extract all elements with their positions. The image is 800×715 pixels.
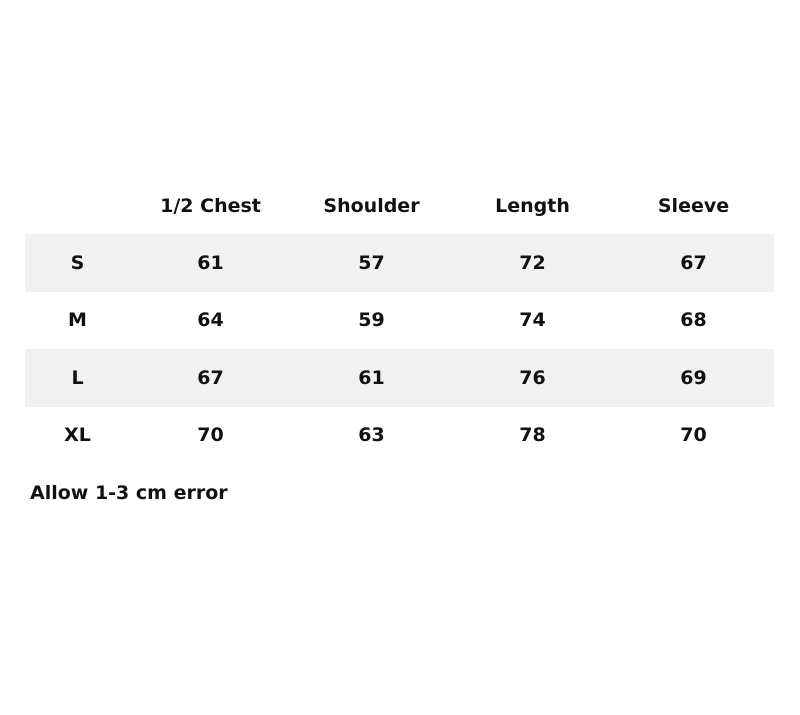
error-note: Allow 1-3 cm error bbox=[30, 482, 228, 504]
table-cell: 70 bbox=[197, 424, 224, 447]
table-cell: 78 bbox=[519, 424, 546, 447]
table-cell: 69 bbox=[680, 366, 707, 389]
size-label: S bbox=[70, 251, 85, 274]
table-row: S 61 57 72 67 bbox=[25, 234, 774, 292]
size-label: L bbox=[71, 366, 84, 389]
table-cell: 63 bbox=[358, 424, 385, 447]
table-row: L 67 61 76 69 bbox=[25, 349, 774, 407]
table-cell: 74 bbox=[519, 309, 546, 332]
size-label: XL bbox=[64, 424, 91, 447]
table-header-row: 1/2 Chest Shoulder Length Sleeve bbox=[25, 178, 774, 234]
size-chart-table: 1/2 Chest Shoulder Length Sleeve S 61 57… bbox=[25, 178, 774, 464]
table-cell: 67 bbox=[197, 366, 224, 389]
table-row: XL 70 63 78 70 bbox=[25, 407, 774, 465]
table-cell: 64 bbox=[197, 309, 224, 332]
header-cell: 1/2 Chest bbox=[160, 195, 261, 217]
header-cell: Sleeve bbox=[657, 195, 730, 217]
table-cell: 76 bbox=[519, 366, 546, 389]
table-cell: 70 bbox=[680, 424, 707, 447]
header-cell: Length bbox=[495, 195, 570, 217]
size-label: M bbox=[68, 309, 87, 332]
header-cell: Shoulder bbox=[323, 195, 420, 217]
table-cell: 57 bbox=[358, 251, 385, 274]
table-cell: 68 bbox=[680, 309, 707, 332]
table-cell: 72 bbox=[519, 251, 546, 274]
table-cell: 59 bbox=[358, 309, 385, 332]
table-cell: 61 bbox=[358, 366, 385, 389]
table-cell: 61 bbox=[197, 251, 224, 274]
table-cell: 67 bbox=[680, 251, 707, 274]
table-row: M 64 59 74 68 bbox=[25, 292, 774, 350]
